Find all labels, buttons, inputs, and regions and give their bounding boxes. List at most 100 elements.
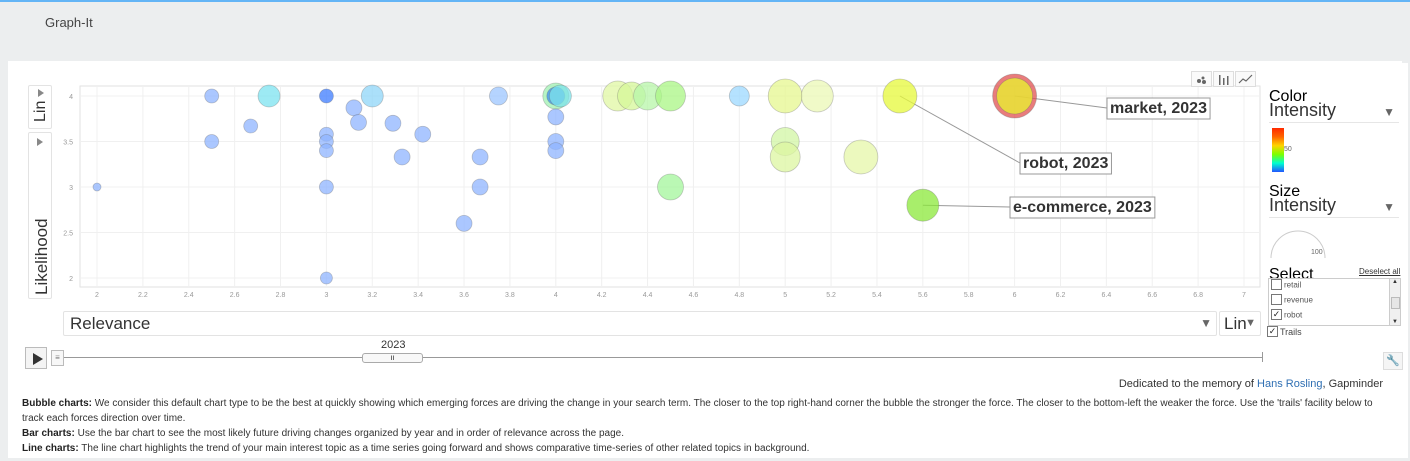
x-tick-label: 4.4 [643, 292, 653, 299]
bubble[interactable] [767, 78, 803, 114]
bar-chart-type-button[interactable] [1213, 71, 1234, 87]
scroll-down-icon[interactable]: ▼ [1392, 319, 1398, 325]
bubble[interactable] [996, 77, 1033, 115]
x-tick-label: 2.4 [184, 292, 194, 299]
bubble[interactable] [350, 113, 367, 131]
bubble[interactable] [769, 141, 801, 173]
select-item-retail[interactable]: retail [1271, 279, 1302, 291]
bubble[interactable] [471, 148, 489, 166]
size-indicator-dropdown[interactable]: Intensity ▼ [1269, 195, 1399, 218]
bubble[interactable] [318, 179, 334, 195]
bubble-chart-description: Bubble charts: We consider this default … [22, 396, 1382, 426]
deselect-all-link[interactable]: Deselect all [1359, 267, 1401, 276]
y-tick-label: 3.5 [63, 140, 73, 147]
chevron-down-icon: ▼ [1200, 316, 1212, 330]
x-indicator-selector[interactable]: Relevance ▼ [63, 311, 1217, 336]
time-slider-track[interactable] [64, 357, 1263, 358]
bubble[interactable] [843, 139, 879, 175]
bubble-chart-type-button[interactable] [1191, 71, 1212, 87]
checkbox[interactable] [1271, 279, 1282, 290]
bubble[interactable] [319, 271, 333, 285]
bubble[interactable] [204, 134, 220, 149]
app-title: Graph-It [45, 15, 93, 30]
y-tick-label: 4 [69, 94, 73, 101]
line-title: Line charts: [22, 443, 79, 454]
bubble[interactable] [360, 84, 384, 108]
time-slider-handle[interactable]: ıı [362, 353, 423, 363]
trails-checkbox[interactable]: ✓ [1267, 326, 1278, 338]
x-tick-label: 4.2 [597, 292, 607, 299]
bubble[interactable] [455, 214, 473, 232]
bubble[interactable] [471, 178, 489, 196]
bubble[interactable] [547, 108, 565, 126]
x-scale-selector[interactable]: Lin ▼ [1219, 311, 1261, 336]
bubble[interactable] [384, 114, 402, 132]
x-tick-label: 6 [1013, 292, 1017, 299]
bubble[interactable] [257, 84, 281, 108]
color-indicator-value: Intensity [1269, 100, 1337, 120]
line-chart-type-button[interactable] [1235, 71, 1256, 87]
y-scale-selector[interactable]: Lin [28, 85, 52, 129]
bubble[interactable] [318, 88, 334, 104]
x-tick-label: 7 [1242, 292, 1246, 299]
dedication: Dedicated to the memory of Hans Rosling,… [1119, 378, 1383, 390]
bubble[interactable] [800, 79, 834, 113]
x-tick-label: 4.8 [734, 292, 744, 299]
bubble[interactable] [547, 142, 565, 160]
bubble[interactable] [655, 80, 686, 112]
y-tick-label: 2.5 [63, 231, 73, 238]
x-tick-label: 3.6 [459, 292, 469, 299]
annotation-label: market, 2023 [1106, 97, 1211, 120]
bubble[interactable] [414, 125, 432, 143]
scale-menu-icon [38, 89, 44, 97]
checkbox[interactable] [1271, 294, 1282, 305]
bubble[interactable] [393, 148, 411, 166]
bubble[interactable] [657, 173, 684, 201]
bubble[interactable] [92, 182, 102, 192]
bar-chart-description: Bar charts: Use the bar chart to see the… [22, 426, 1382, 441]
bubble[interactable] [906, 188, 940, 222]
select-item-label: revenue [1284, 295, 1313, 305]
x-tick-label: 2.2 [138, 292, 148, 299]
y-tick-label: 3 [69, 185, 73, 192]
x-tick-label: 3.8 [505, 292, 515, 299]
speed-control[interactable]: ≡ [51, 350, 64, 366]
select-item-robot[interactable]: ✓ robot [1271, 309, 1302, 321]
y-axis-label: Likelihood [32, 218, 51, 295]
bubble[interactable] [318, 143, 334, 159]
time-slider-end [1262, 352, 1263, 362]
bubble[interactable] [882, 78, 918, 114]
trails-toggle[interactable]: ✓ Trails [1267, 326, 1302, 338]
annotation-box [1106, 97, 1211, 120]
x-tick-label: 4 [554, 292, 558, 299]
select-item-label: retail [1284, 280, 1302, 290]
scroll-up-icon[interactable]: ▲ [1392, 279, 1398, 285]
color-label: Color [1269, 88, 1308, 105]
x-tick-label: 5.2 [826, 292, 836, 299]
play-button[interactable] [25, 347, 47, 369]
checkbox-checked[interactable]: ✓ [1271, 309, 1282, 320]
select-scrollbar[interactable]: ▲ ▼ [1389, 279, 1400, 325]
bubble[interactable] [204, 88, 220, 104]
bubble[interactable] [243, 118, 259, 134]
bubble-title: Bubble charts: [22, 398, 93, 409]
size-label: Size [1269, 183, 1301, 200]
chevron-down-icon: ▼ [1245, 317, 1256, 329]
hans-rosling-link[interactable]: Hans Rosling [1257, 378, 1323, 390]
dedication-suffix: , Gapminder [1322, 378, 1383, 390]
select-list[interactable]: retail revenue ✓ robot ▲ ▼ [1268, 278, 1401, 326]
bubble[interactable] [728, 85, 750, 107]
bubble[interactable] [548, 84, 572, 108]
y-indicator-selector[interactable]: Likelihood [28, 132, 52, 299]
select-item-revenue[interactable]: revenue [1271, 294, 1313, 306]
bubble[interactable] [489, 86, 508, 106]
bubble[interactable] [345, 99, 363, 117]
y-tick-label: 2 [69, 276, 73, 283]
x-tick-label: 2.8 [276, 292, 286, 299]
chevron-down-icon: ▼ [1383, 200, 1395, 214]
wrench-icon[interactable]: 🔧 [1383, 352, 1403, 370]
scroll-thumb[interactable] [1391, 297, 1400, 309]
color-indicator-dropdown[interactable]: Intensity ▼ [1269, 100, 1399, 123]
play-icon [33, 353, 43, 365]
